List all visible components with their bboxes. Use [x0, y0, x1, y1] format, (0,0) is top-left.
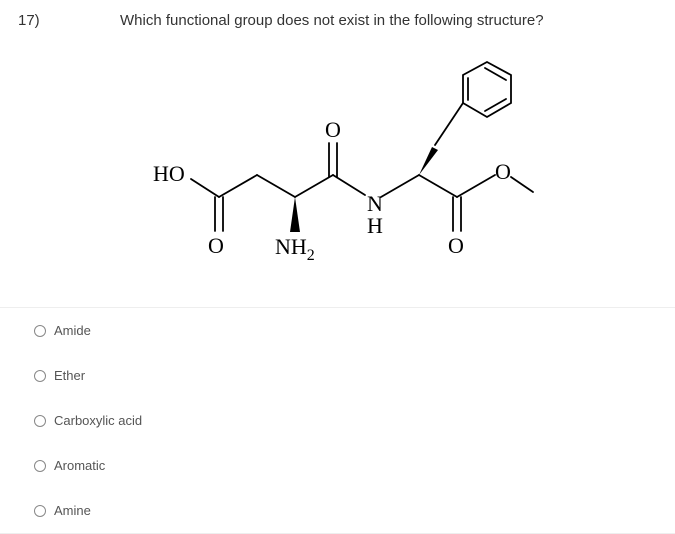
- option-label: Carboxylic acid: [54, 413, 142, 428]
- option-label: Amide: [54, 323, 91, 338]
- label-o3: O: [448, 233, 464, 258]
- label-o2: O: [208, 233, 224, 258]
- radio-icon: [34, 460, 46, 472]
- question-text: Which functional group does not exist in…: [120, 12, 544, 29]
- chemical-structure: HO O O O O N H NH2: [123, 47, 553, 277]
- option-label: Amine: [54, 503, 91, 518]
- option-label: Aromatic: [54, 458, 105, 473]
- label-nh2-n: NH2: [275, 234, 315, 264]
- option-amide[interactable]: Amide: [34, 308, 675, 353]
- label-h: H: [367, 213, 383, 238]
- radio-icon: [34, 415, 46, 427]
- question-row: 17) Which functional group does not exis…: [0, 12, 675, 29]
- radio-icon: [34, 370, 46, 382]
- option-amine[interactable]: Amine: [34, 488, 675, 533]
- label-ho: HO: [153, 161, 185, 186]
- structure-container: HO O O O O N H NH2: [0, 47, 675, 277]
- option-carboxylic-acid[interactable]: Carboxylic acid: [34, 398, 675, 443]
- label-o1: O: [325, 117, 341, 142]
- radio-icon: [34, 505, 46, 517]
- option-label: Ether: [54, 368, 85, 383]
- option-ether[interactable]: Ether: [34, 353, 675, 398]
- options-list: Amide Ether Carboxylic acid Aromatic Ami…: [0, 307, 675, 534]
- option-aromatic[interactable]: Aromatic: [34, 443, 675, 488]
- label-o4: O: [495, 159, 511, 184]
- question-number: 17): [0, 12, 120, 29]
- radio-icon: [34, 325, 46, 337]
